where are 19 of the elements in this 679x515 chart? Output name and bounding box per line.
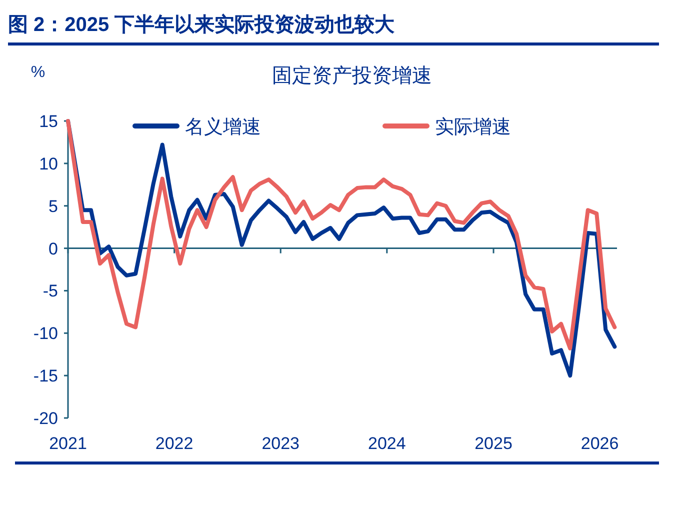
y-tick-label: 15 bbox=[39, 112, 58, 131]
chart-subtitle: 固定资产投资增速 bbox=[272, 65, 432, 87]
y-tick-label: 0 bbox=[48, 239, 58, 258]
x-tick-label: 2025 bbox=[474, 434, 512, 453]
y-tick-label: -20 bbox=[33, 409, 58, 428]
y-axis-title: % bbox=[30, 64, 46, 81]
y-tick-label: 5 bbox=[48, 196, 58, 216]
y-tick-label: -5 bbox=[42, 282, 58, 301]
x-tick-label: 2026 bbox=[580, 434, 619, 453]
x-tick-label: 2024 bbox=[368, 434, 406, 453]
y-tick-label: 10 bbox=[39, 154, 58, 174]
y-tick-label: -15 bbox=[33, 366, 58, 386]
x-tick-label: 2022 bbox=[155, 434, 194, 453]
chart-title: 图 2：2025 下半年以来实际投资波动也较大 bbox=[8, 13, 396, 36]
x-tick-label: 2023 bbox=[262, 434, 300, 453]
legend-label: 实际增速 bbox=[435, 116, 511, 138]
y-tick-label: -10 bbox=[33, 324, 58, 344]
x-tick-label: 2021 bbox=[49, 434, 87, 453]
legend-label: 名义增速 bbox=[185, 116, 261, 138]
